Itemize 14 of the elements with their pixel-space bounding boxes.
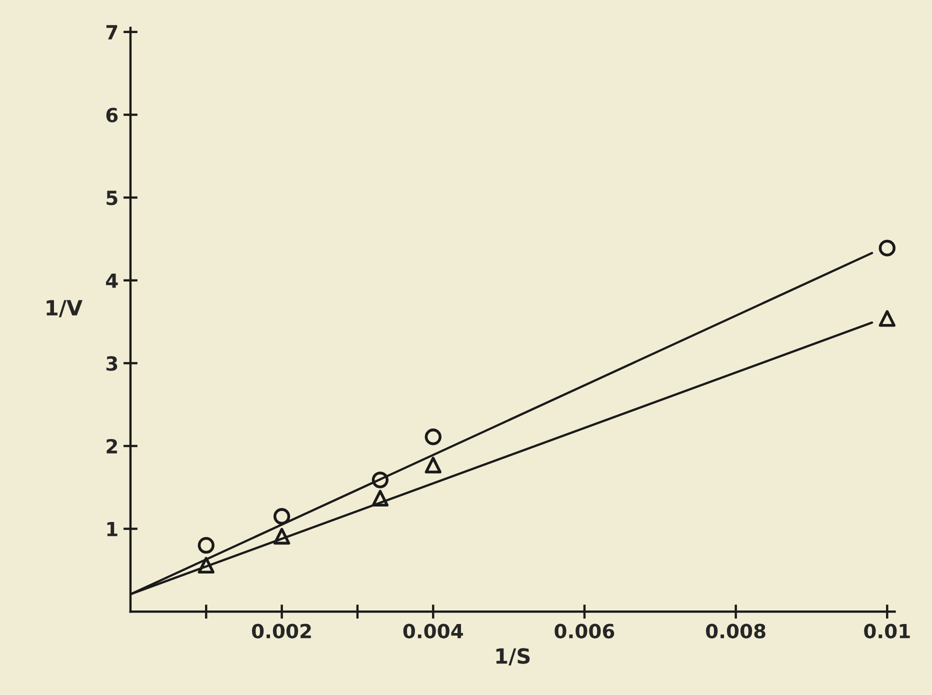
y-axis-title: 1/V — [46, 300, 82, 318]
x-tick-label: 0.004 — [403, 624, 464, 638]
x-tick-label: 0.01 — [864, 624, 910, 638]
y-tick-label: 2 — [106, 438, 117, 454]
y-tick-label: 1 — [107, 522, 118, 536]
x-axis-title: 1/S — [496, 648, 530, 666]
x-tick-label: 0.002 — [252, 624, 311, 638]
x-tick-label: 0.006 — [554, 624, 614, 638]
y-tick-label: 4 — [106, 274, 118, 288]
y-tick-label: 6 — [106, 108, 118, 122]
y-tick-label: 3 — [106, 356, 118, 371]
y-tick-label: 7 — [106, 25, 118, 40]
x-tick-label: 0.008 — [706, 624, 766, 638]
y-tick-label: 5 — [106, 190, 118, 206]
